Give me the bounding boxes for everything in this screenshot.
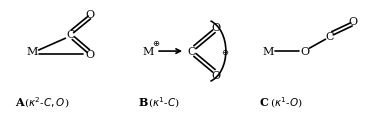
Text: M: M — [27, 47, 38, 57]
Text: A: A — [15, 96, 23, 107]
Text: $\oplus$: $\oplus$ — [152, 38, 160, 47]
Text: C: C — [325, 32, 334, 42]
Text: O: O — [211, 70, 220, 80]
Text: $\ominus$: $\ominus$ — [221, 47, 229, 56]
Text: ($\kappa^{1}$-$\it{C}$): ($\kappa^{1}$-$\it{C}$) — [145, 94, 180, 109]
Text: C: C — [66, 30, 75, 40]
Text: O: O — [86, 50, 95, 60]
Text: M: M — [262, 47, 273, 57]
Text: C: C — [188, 47, 196, 57]
Text: M: M — [142, 47, 154, 57]
Text: O: O — [349, 17, 358, 27]
Text: B: B — [138, 96, 147, 107]
Text: ($\kappa^{1}$-$\it{O}$): ($\kappa^{1}$-$\it{O}$) — [267, 94, 302, 109]
Text: C: C — [260, 96, 269, 107]
Text: O: O — [300, 47, 309, 57]
Text: O: O — [86, 9, 95, 19]
Text: O: O — [211, 23, 220, 33]
Text: ($\kappa^{2}$-$\it{C,O}$): ($\kappa^{2}$-$\it{C,O}$) — [21, 94, 69, 109]
